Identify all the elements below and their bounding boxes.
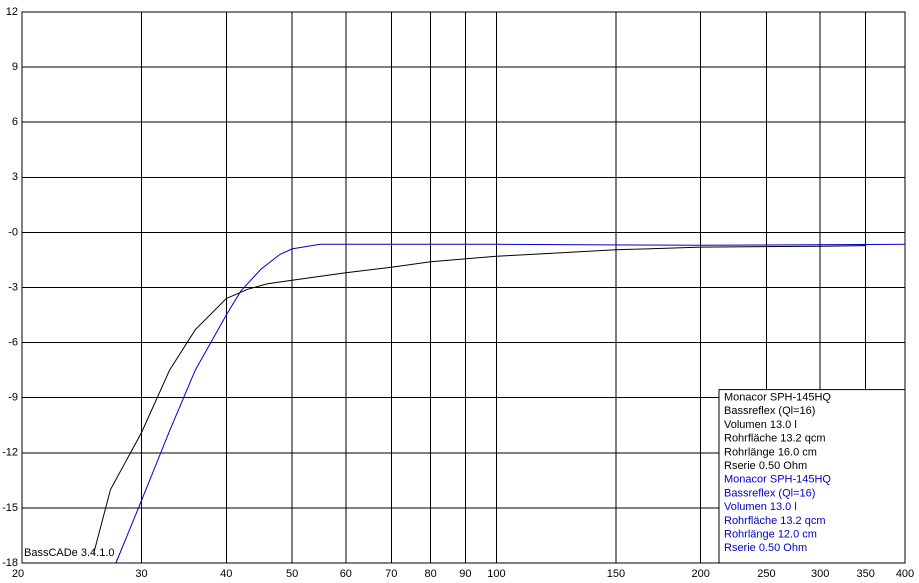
legend-entry: Monacor SPH-145HQ	[724, 474, 831, 486]
legend-detail: Rohrfläche 13.2 qcm	[724, 515, 826, 527]
x-tick-label: 30	[135, 568, 147, 580]
x-tick-label: 60	[340, 568, 352, 580]
y-tick-label: 6	[12, 116, 18, 128]
x-tick-label: 70	[385, 568, 397, 580]
x-tick-label: 100	[487, 568, 505, 580]
x-tick-label: 300	[811, 568, 829, 580]
y-tick-label: -6	[8, 337, 18, 349]
x-tick-label: 80	[424, 568, 436, 580]
response-curve	[93, 245, 866, 554]
x-tick-label: 90	[459, 568, 471, 580]
y-tick-label: 12	[6, 6, 18, 18]
legend-detail: Rserie 0.50 Ohm	[724, 542, 807, 554]
legend-detail: Volumen 13.0 l	[724, 419, 797, 431]
x-tick-label: 400	[896, 568, 914, 580]
legend-detail: Rohrlänge 12.0 cm	[724, 529, 817, 541]
x-tick-label: 50	[286, 568, 298, 580]
y-tick-label: 9	[12, 61, 18, 73]
legend-detail: Bassreflex (Ql=16)	[724, 405, 815, 417]
legend-box	[718, 389, 906, 564]
response-curve	[115, 243, 906, 564]
y-tick-label: -0	[8, 226, 18, 238]
y-tick-label: -12	[2, 447, 18, 459]
x-tick-label: 150	[607, 568, 625, 580]
legend-detail: Rohrlänge 16.0 cm	[724, 446, 817, 458]
y-tick-label: -9	[8, 392, 18, 404]
y-tick-label: -3	[8, 281, 18, 293]
y-tick-label: 3	[12, 171, 18, 183]
legend-entry: Monacor SPH-145HQ	[724, 392, 831, 404]
x-tick-label: 40	[220, 568, 232, 580]
y-tick-label: -18	[2, 557, 18, 569]
x-tick-label: 200	[692, 568, 710, 580]
x-tick-label: 350	[856, 568, 874, 580]
legend-detail: Rserie 0.50 Ohm	[724, 460, 807, 472]
x-tick-label: 20	[12, 568, 24, 580]
watermark: BassCADe 3.4.1.0	[24, 547, 115, 559]
legend-detail: Volumen 13.0 l	[724, 501, 797, 513]
legend-detail: Rohrfläche 13.2 qcm	[724, 433, 826, 445]
legend-detail: Bassreflex (Ql=16)	[724, 487, 815, 499]
x-tick-label: 250	[757, 568, 775, 580]
y-tick-label: -15	[2, 502, 18, 514]
